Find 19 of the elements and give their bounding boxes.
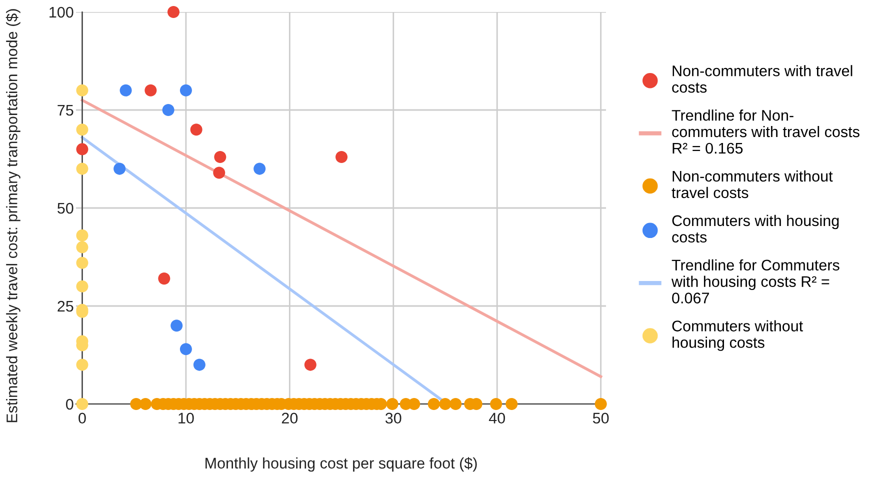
x-tick-label: 50 <box>592 412 609 424</box>
legend-label: Non-commuters without travel costs <box>672 170 833 198</box>
y-tick-label: 100 <box>50 6 74 18</box>
x-tick-label: 0 <box>78 412 86 424</box>
legend-label: Commuters with housing costs <box>672 214 839 243</box>
x-axis-title: Monthly housing cost per square foot ($) <box>206 457 477 472</box>
x-tick-label: 40 <box>488 412 505 424</box>
x-tick-label: 20 <box>282 412 298 424</box>
y-tick-label: 25 <box>58 300 74 312</box>
x-tick-label: 30 <box>385 412 402 424</box>
y-tick-label: 50 <box>58 202 74 214</box>
y-tick-label: 75 <box>58 105 74 116</box>
x-tick-label: 10 <box>178 412 194 424</box>
y-tick-label: 0 <box>66 398 74 410</box>
legend-label: Trendline for Commuters with housing costs R² = 0.067 <box>671 259 840 304</box>
legend-label: Non-commuters with travel costs <box>672 65 852 93</box>
legend-label: Trendline for Non- commuters with travel costs R² = 0.165 <box>672 110 860 154</box>
y-axis-title: Estimated weekly travel cost: primary transportation mode ($) <box>6 9 20 422</box>
legend-label: Commuters without housing costs <box>672 320 803 351</box>
